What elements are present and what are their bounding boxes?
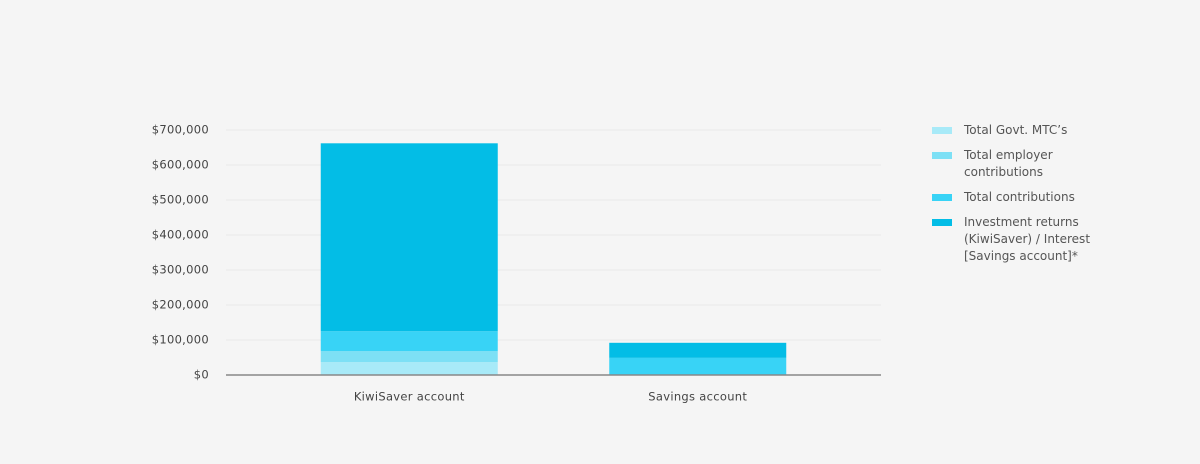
y-tick-label: $500,000 bbox=[152, 193, 209, 207]
legend-label: Investment returns (KiwiSaver) / Interes… bbox=[964, 215, 1091, 263]
legend: Total Govt. MTC’s Total employer contribu… bbox=[932, 122, 1092, 273]
legend-item: Total employer contributions bbox=[932, 147, 1092, 181]
legend-label: Total employer contributions bbox=[964, 148, 1053, 179]
y-tick-label: $100,000 bbox=[152, 333, 209, 347]
x-tick-label: KiwiSaver account bbox=[354, 390, 465, 404]
bar-segment bbox=[320, 351, 498, 363]
legend-swatch bbox=[932, 219, 952, 226]
x-tick-label: Savings account bbox=[648, 390, 747, 404]
y-tick-label: $400,000 bbox=[152, 228, 209, 242]
legend-swatch bbox=[932, 127, 952, 134]
bar-segment bbox=[609, 357, 787, 375]
y-tick-label: $300,000 bbox=[152, 263, 209, 277]
legend-item: Investment returns (KiwiSaver) / Interes… bbox=[932, 214, 1092, 265]
y-tick-label: $0 bbox=[194, 368, 209, 382]
legend-item: Total contributions bbox=[932, 189, 1092, 206]
bar-segment bbox=[320, 362, 498, 375]
legend-label: Total Govt. MTC’s bbox=[964, 123, 1068, 137]
bar-segment bbox=[609, 342, 787, 358]
legend-swatch bbox=[932, 152, 952, 159]
y-tick-label: $600,000 bbox=[152, 158, 209, 172]
y-tick-label: $700,000 bbox=[152, 123, 209, 137]
legend-label: Total contributions bbox=[964, 190, 1075, 204]
legend-swatch bbox=[932, 194, 952, 201]
bar-segment bbox=[320, 331, 498, 352]
bar-segment bbox=[320, 143, 498, 332]
y-tick-label: $200,000 bbox=[152, 298, 209, 312]
legend-item: Total Govt. MTC’s bbox=[932, 122, 1092, 139]
